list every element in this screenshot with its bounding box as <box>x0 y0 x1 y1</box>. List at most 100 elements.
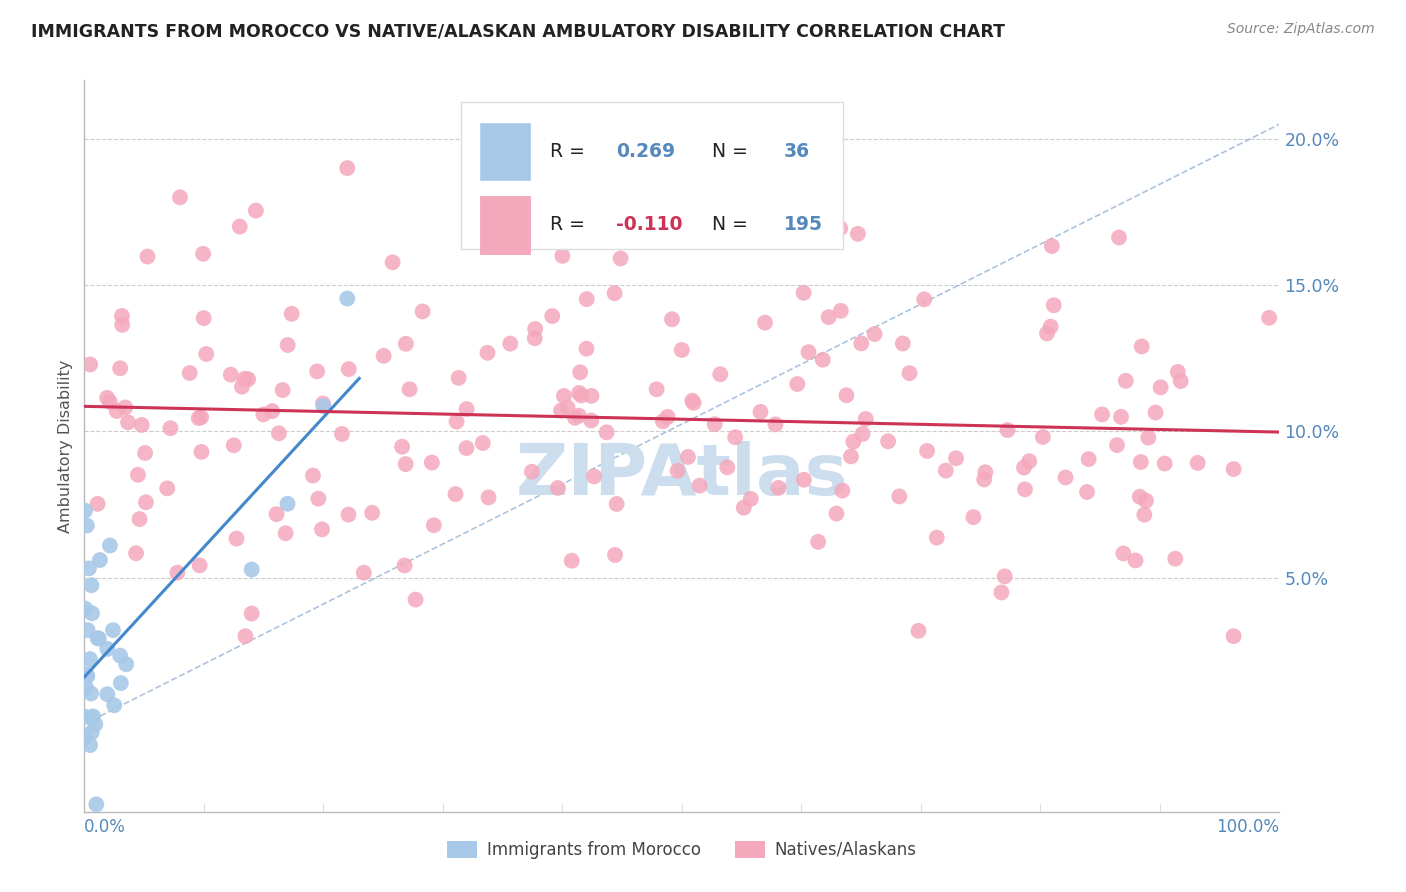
Point <box>797 345 820 359</box>
Point <box>786 377 808 392</box>
Point <box>1012 460 1035 475</box>
Point <box>1137 431 1160 445</box>
Point <box>569 365 592 379</box>
Point <box>456 402 478 417</box>
Point <box>337 508 360 522</box>
Point <box>76 623 98 637</box>
Point <box>96 641 118 656</box>
Point <box>266 507 288 521</box>
Point <box>990 585 1012 599</box>
Point <box>547 481 569 495</box>
Point <box>935 464 957 478</box>
Point <box>277 338 299 352</box>
Text: 0.0%: 0.0% <box>84 818 127 836</box>
Point <box>398 382 420 396</box>
Point <box>1115 374 1137 388</box>
Point <box>1040 239 1063 253</box>
Point <box>569 388 592 402</box>
Point <box>233 372 256 386</box>
Point <box>830 303 852 318</box>
Point <box>550 403 572 417</box>
Point <box>499 336 522 351</box>
Point <box>551 249 574 263</box>
Point <box>1018 454 1040 468</box>
Point <box>754 316 776 330</box>
Text: IMMIGRANTS FROM MOROCCO VS NATIVE/ALASKAN AMBULATORY DISABILITY CORRELATION CHAR: IMMIGRANTS FROM MOROCCO VS NATIVE/ALASKA… <box>31 22 1005 40</box>
Point <box>1112 546 1135 560</box>
Point <box>187 411 209 425</box>
Point <box>851 427 873 442</box>
Point <box>651 414 673 428</box>
Point <box>512 236 534 251</box>
Point <box>973 472 995 486</box>
Point <box>575 342 598 356</box>
Point <box>89 553 111 567</box>
Point <box>105 404 128 418</box>
Point <box>195 347 218 361</box>
Point <box>405 592 427 607</box>
Point <box>110 648 132 663</box>
Point <box>1091 408 1114 422</box>
Point <box>1105 438 1128 452</box>
Point <box>330 426 353 441</box>
Point <box>125 546 148 560</box>
Point <box>110 676 132 690</box>
Point <box>1032 430 1054 444</box>
Point <box>891 336 914 351</box>
Point <box>595 425 617 440</box>
Point <box>336 292 359 306</box>
Point <box>245 203 267 218</box>
Point <box>395 336 418 351</box>
Text: -0.110: -0.110 <box>616 215 683 234</box>
Point <box>703 417 725 432</box>
Point <box>603 548 626 562</box>
Point <box>274 526 297 541</box>
Point <box>855 412 877 426</box>
Point <box>394 558 416 573</box>
Point <box>87 632 110 646</box>
Point <box>271 383 294 397</box>
Point <box>86 817 108 831</box>
Point <box>131 417 153 432</box>
Point <box>1150 380 1173 394</box>
Point <box>811 352 834 367</box>
Point <box>666 464 689 478</box>
Point <box>79 738 101 752</box>
Point <box>127 467 149 482</box>
Point <box>595 203 617 218</box>
Point <box>337 362 360 376</box>
Point <box>564 410 586 425</box>
Point <box>101 623 124 637</box>
Point <box>997 423 1019 437</box>
Text: N =: N = <box>711 142 748 161</box>
Point <box>661 312 683 326</box>
Point <box>128 512 150 526</box>
Point <box>915 444 938 458</box>
Point <box>1076 485 1098 500</box>
Point <box>1129 490 1152 504</box>
FancyBboxPatch shape <box>479 123 530 180</box>
Point <box>765 417 787 432</box>
Point <box>312 399 335 413</box>
Point <box>117 415 139 429</box>
Point <box>749 405 772 419</box>
Point <box>159 421 181 435</box>
Point <box>135 495 157 509</box>
Point <box>456 441 478 455</box>
Point <box>1164 551 1187 566</box>
Point <box>76 667 98 681</box>
Point <box>568 386 591 401</box>
Point <box>1014 483 1036 497</box>
Point <box>945 451 967 466</box>
Point <box>676 450 699 464</box>
Point <box>657 409 679 424</box>
Point <box>166 566 188 580</box>
Point <box>225 532 247 546</box>
Point <box>240 562 263 576</box>
Point <box>471 436 494 450</box>
Point <box>645 382 668 396</box>
Point <box>925 531 948 545</box>
Legend: Immigrants from Morocco, Natives/Alaskans: Immigrants from Morocco, Natives/Alaskan… <box>440 834 924 865</box>
Point <box>1054 470 1077 484</box>
Point <box>136 250 159 264</box>
